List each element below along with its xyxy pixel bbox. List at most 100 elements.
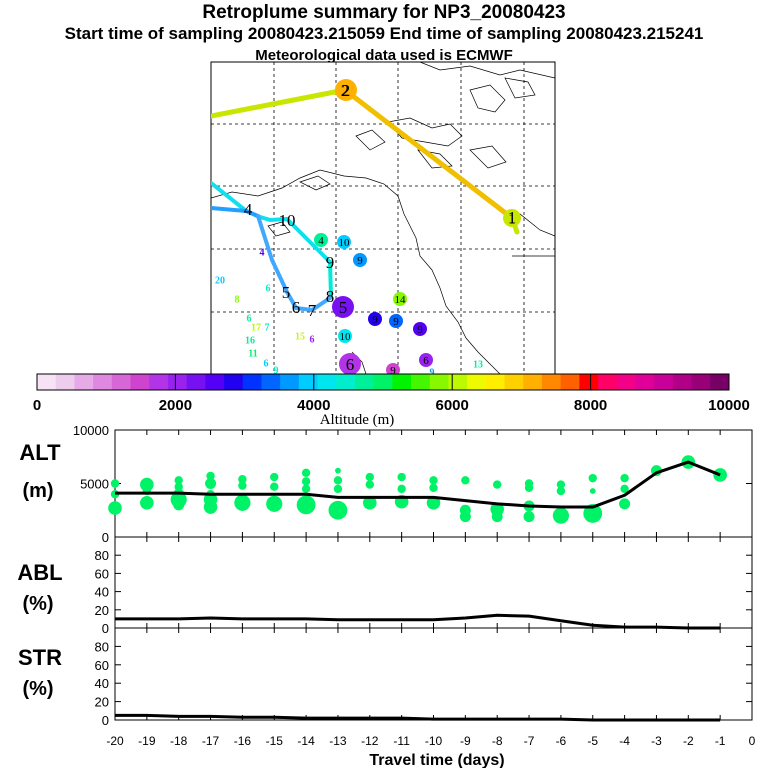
altitude-point [556,486,566,496]
altitude-point [426,495,441,510]
cluster-label: 6 [247,314,252,325]
cluster-label: 11 [248,349,257,360]
colorbar-swatch [467,374,487,390]
cluster-marker [335,79,357,101]
altitude-point [620,473,629,483]
cluster-label: 4 [260,248,265,259]
cluster-label: 5 [339,298,348,317]
y-tick-label: 0 [102,621,109,636]
altitude-point [270,482,279,491]
cluster-label: 4 [318,235,324,247]
cluster-label: 6 [423,355,429,367]
y-tick-label: 40 [95,676,109,691]
colorbar-swatch [579,374,599,390]
altitude-point [397,472,406,482]
colorbar-swatch [317,374,337,390]
trajectory-day-label: 8 [326,287,335,306]
altitude-point [238,481,247,490]
x-tick-label: -12 [361,734,379,748]
altitude-point [588,473,597,483]
colorbar-swatch [55,374,75,390]
y-tick-label: 20 [95,603,109,618]
sampling-times: Start time of sampling 20080423.215059 E… [64,24,704,43]
x-tick-label: -13 [329,734,347,748]
cluster-marker [386,363,400,374]
cluster-label: 7 [265,323,270,334]
colorbar-swatch [541,374,562,390]
colorbar-swatch [37,374,57,390]
altitude-point [552,507,570,524]
panel-title: ABL [17,560,62,585]
colorbar-swatch [523,374,543,390]
cluster-label: 20 [215,276,225,287]
cluster-marker [338,329,352,343]
trajectory-segment [285,217,332,264]
altitude-point [108,501,122,515]
colorbar-swatch [336,374,356,390]
colorbar-tick-label: 6000 [436,397,469,414]
cluster-label: 13 [473,360,483,371]
colorbar-tick-label: 2000 [159,397,192,414]
colorbar-tick-label: 10000 [708,397,750,414]
x-tick-label: -2 [683,734,694,748]
altitude-point [397,484,406,494]
x-tick-label: -20 [106,734,124,748]
colorbar-swatch [672,374,693,390]
altitude-point [205,478,217,489]
y-tick-label: 20 [95,695,109,710]
altitude-point [333,476,343,485]
colorbar-swatch [373,374,393,390]
x-tick-label: -8 [492,734,503,748]
trajectory-day-label: 9 [326,253,335,272]
cluster-label: 16 [245,336,255,347]
altitude-point [174,476,183,485]
cluster-label: 6 [266,284,271,295]
colorbar-swatch [485,374,506,390]
y-tick-label: 60 [95,566,109,581]
cluster-marker [314,233,328,247]
trajectory-day-label: 7 [308,301,317,320]
colorbar-swatch [298,374,319,390]
panel-unit: (%) [22,678,53,700]
mean-trajectory [211,87,520,313]
y-tick-label: 0 [102,530,109,545]
altitude-point [270,472,279,482]
cluster-marker [389,314,403,328]
y-tick-label: 60 [95,658,109,673]
series-line [115,460,721,509]
cluster-marker [368,312,382,326]
colorbar-tick-label: 8000 [574,397,607,414]
cluster-marker [393,292,407,306]
trajectory-segment [342,87,515,221]
cluster-label: 17 [251,323,261,334]
colorbar-tick-label: 0 [33,397,41,414]
cluster-marker [419,353,433,367]
cluster-label: 1 [508,211,516,227]
panel-frame [114,536,753,629]
colorbar-swatch [280,374,300,390]
panel-unit: (m) [22,480,53,502]
cluster-label: 14 [395,294,407,306]
altitude-point [140,477,154,492]
series-line [115,713,721,722]
altitude-point [174,482,183,491]
altitude-point [301,468,311,477]
series-line [115,613,721,630]
colorbar-swatch [224,374,244,390]
altitude-point [524,483,534,492]
x-tick-label: -7 [524,734,535,748]
colorbar-swatch [167,374,188,390]
altitude-point [296,495,316,515]
y-tick-label: 5000 [80,477,109,492]
cluster-label: 6 [310,335,315,346]
altitude-point [589,488,596,494]
x-tick-label: -14 [297,734,315,748]
trajectory-day-label: 2 [341,81,350,100]
colorbar-swatch [74,374,94,390]
altitude-point [429,476,438,485]
altitude-point [328,500,348,520]
colorbar-swatch [710,374,730,390]
trajectory-day-label: 10 [279,211,296,230]
x-tick-label: -16 [234,734,252,748]
